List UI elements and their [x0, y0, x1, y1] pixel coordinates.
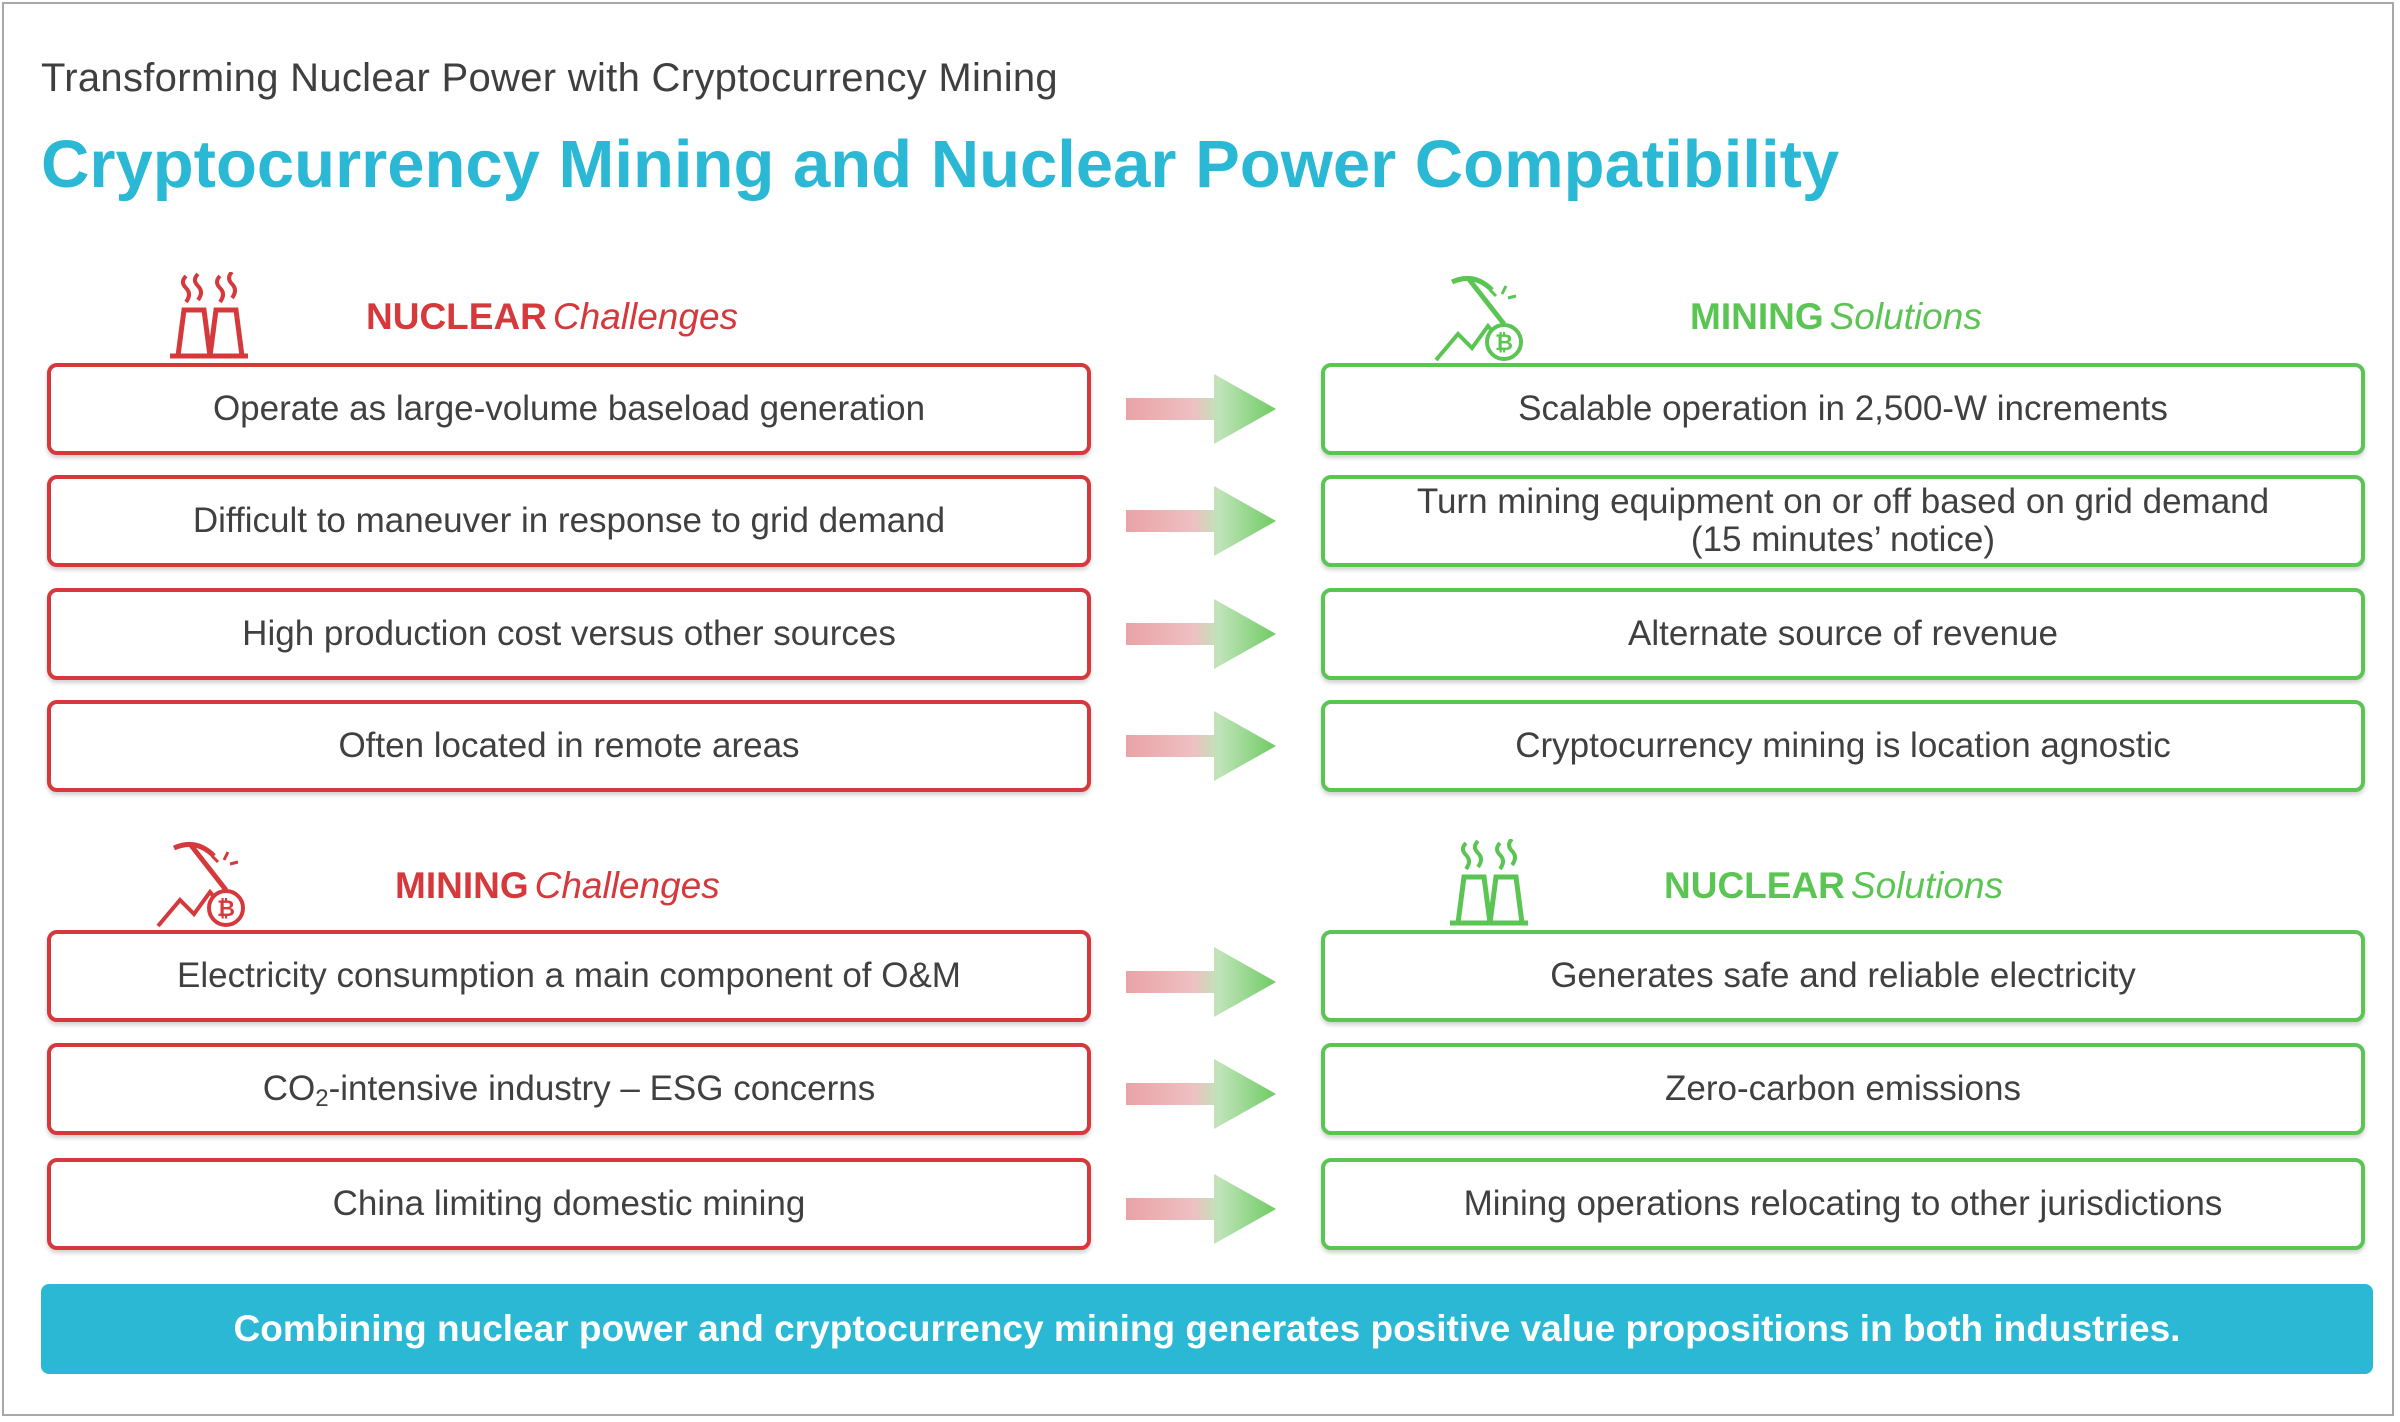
mining-solutions-header: MINING Solutions: [1690, 292, 1982, 342]
challenge-text: Electricity consumption a main component…: [177, 956, 961, 995]
solution-text: Cryptocurrency mining is location agnost…: [1515, 726, 2171, 765]
header-em: Challenges: [552, 296, 739, 337]
mining-challenges-header: MINING Challenges: [395, 861, 720, 911]
solution-text: Generates safe and reliable electricity: [1550, 956, 2136, 995]
mining-solution-3: Alternate source of revenue: [1321, 588, 2365, 680]
challenge-text: Often located in remote areas: [338, 726, 800, 765]
slide-subtitle: Transforming Nuclear Power with Cryptocu…: [41, 56, 1058, 100]
arrow-icon: [1126, 711, 1276, 781]
nuclear-plant-icon: [1444, 839, 1534, 929]
mining-challenge-2: CO2-intensive industry – ESG concerns: [47, 1043, 1091, 1135]
arrow-icon: [1126, 599, 1276, 669]
arrow-icon: [1126, 1174, 1276, 1244]
arrow-icon: [1126, 1059, 1276, 1129]
nuclear-challenges-header: NUCLEAR Challenges: [366, 292, 738, 342]
bitcoin-mining-icon: [154, 830, 254, 930]
solution-text: Turn mining equipment on or off based on…: [1416, 482, 2270, 559]
header-em: Solutions: [1850, 865, 2004, 906]
slide-title: Cryptocurrency Mining and Nuclear Power …: [41, 127, 1840, 202]
mining-solution-1: Scalable operation in 2,500-W increments: [1321, 363, 2365, 455]
conclusion-banner: Combining nuclear power and cryptocurren…: [41, 1284, 2373, 1374]
header-em: Solutions: [1829, 296, 1982, 337]
challenge-text: China limiting domestic mining: [332, 1184, 806, 1223]
header-strong: NUCLEAR: [1664, 865, 1845, 906]
header-strong: MINING: [1690, 296, 1824, 337]
solution-text: Scalable operation in 2,500-W increments: [1518, 389, 2168, 428]
mining-solution-2: Turn mining equipment on or off based on…: [1321, 475, 2365, 567]
challenge-text: CO2-intensive industry – ESG concerns: [262, 1069, 876, 1111]
co2-subscript: 2: [315, 1085, 329, 1112]
challenge-text: Operate as large-volume baseload generat…: [212, 389, 926, 428]
header-strong: NUCLEAR: [366, 296, 547, 337]
mining-challenge-1: Electricity consumption a main component…: [47, 930, 1091, 1022]
header-em: Challenges: [534, 865, 720, 906]
co2-prefix: CO: [262, 1069, 316, 1108]
solution-text: Alternate source of revenue: [1628, 614, 2058, 653]
arrow-icon: [1126, 374, 1276, 444]
nuclear-challenge-3: High production cost versus other source…: [47, 588, 1091, 680]
bitcoin-mining-icon: [1432, 264, 1532, 364]
mining-challenge-3: China limiting domestic mining: [47, 1158, 1091, 1250]
solution-text: Zero-carbon emissions: [1665, 1069, 2021, 1108]
arrow-icon: [1126, 947, 1276, 1017]
nuclear-plant-icon: [164, 272, 254, 362]
challenge-suffix: -intensive industry – ESG concerns: [328, 1069, 876, 1108]
nuclear-solution-1: Generates safe and reliable electricity: [1321, 930, 2365, 1022]
nuclear-challenge-2: Difficult to maneuver in response to gri…: [47, 475, 1091, 567]
nuclear-solution-2: Zero-carbon emissions: [1321, 1043, 2365, 1135]
nuclear-challenge-1: Operate as large-volume baseload generat…: [47, 363, 1091, 455]
solution-text: Mining operations relocating to other ju…: [1463, 1184, 2223, 1223]
header-strong: MINING: [395, 865, 529, 906]
arrow-icon: [1126, 486, 1276, 556]
nuclear-challenge-4: Often located in remote areas: [47, 700, 1091, 792]
challenge-text: Difficult to maneuver in response to gri…: [192, 501, 946, 540]
nuclear-solutions-header: NUCLEAR Solutions: [1664, 861, 2003, 911]
nuclear-solution-3: Mining operations relocating to other ju…: [1321, 1158, 2365, 1250]
challenge-text: High production cost versus other source…: [242, 614, 896, 653]
mining-solution-4: Cryptocurrency mining is location agnost…: [1321, 700, 2365, 792]
